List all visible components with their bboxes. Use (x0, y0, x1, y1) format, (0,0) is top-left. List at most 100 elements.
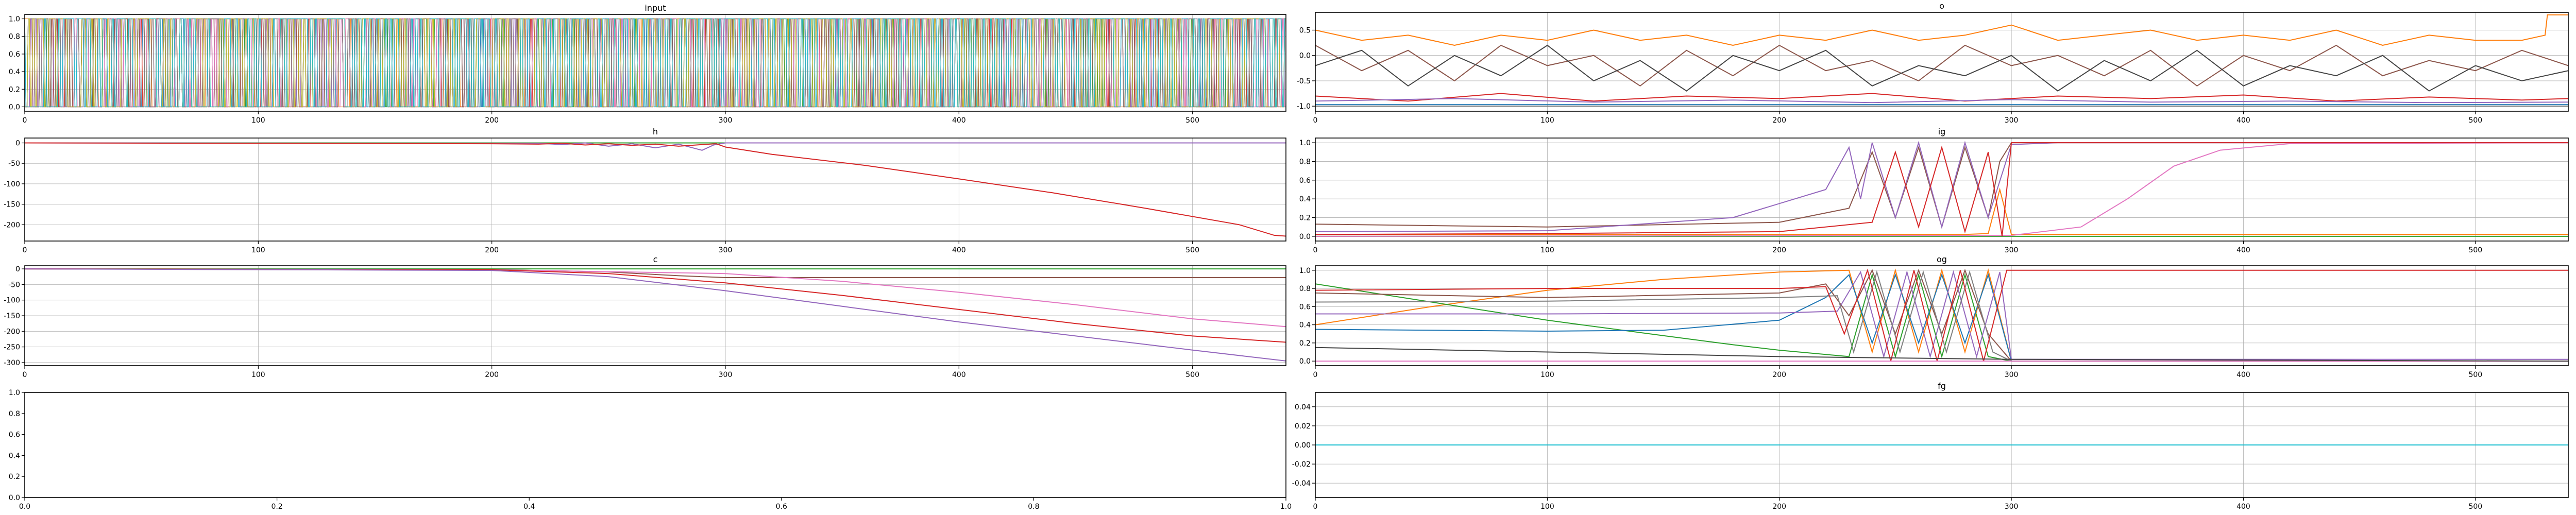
x-tick-label: 500 (2468, 116, 2482, 125)
x-tick-label: 200 (1772, 371, 1786, 379)
x-tick-label: 0 (1313, 371, 1318, 379)
x-tick-label: 200 (485, 246, 499, 254)
x-tick-label: 300 (2005, 371, 2019, 379)
x-tick-label: 100 (251, 116, 265, 125)
subplot-title: h (653, 127, 658, 136)
series-line (1315, 14, 2568, 46)
series-line (1315, 272, 2568, 362)
axes-frame (24, 138, 1286, 242)
x-tick-label: 500 (1185, 246, 1199, 254)
x-tick-label: 300 (2005, 503, 2019, 511)
x-tick-label: 0.0 (19, 503, 30, 511)
x-tick-label: 500 (2468, 246, 2482, 254)
plot-area-h (25, 142, 1286, 237)
x-tick-label: 400 (2236, 246, 2250, 254)
x-tick-label: 0 (23, 371, 27, 379)
x-tick-label: 500 (2468, 503, 2482, 511)
y-tick-label: 0.6 (9, 431, 20, 439)
x-tick-label: 100 (1540, 246, 1554, 254)
y-tick-label: -0.5 (1297, 77, 1311, 85)
subplot-title: og (1937, 254, 1947, 264)
subplot-o: 0 100 200 300 400 500 -1.0 -0.5 0.0 0.5 o (1297, 1, 2569, 125)
series-line (1315, 270, 2568, 360)
y-tick-label: 0.4 (1299, 195, 1311, 203)
x-tick-label: 200 (485, 116, 499, 125)
x-tick-label: 500 (2468, 371, 2482, 379)
y-tick-label: -100 (4, 180, 20, 188)
y-tick-label: 0 (15, 140, 20, 148)
series-line (25, 142, 1286, 151)
series-line (1315, 98, 2568, 104)
subplot-title: c (653, 254, 658, 264)
y-tick-label: 1.0 (9, 389, 20, 397)
x-tick-label: 400 (2236, 503, 2250, 511)
series-line (1315, 187, 2568, 235)
y-tick-label: 0.4 (9, 68, 20, 76)
series-line (25, 268, 1286, 343)
x-tick-label: 200 (1772, 503, 1786, 511)
subplot-title: fg (1938, 381, 1946, 391)
plot-area-ig (1315, 141, 2568, 237)
x-tick-label: 400 (2236, 371, 2250, 379)
x-tick-label: 0.4 (523, 503, 535, 511)
y-tick-label: 0.6 (9, 50, 20, 59)
y-tick-label: 0.0 (1299, 233, 1311, 241)
y-tick-label: 0.2 (1299, 339, 1311, 348)
x-tick-label: 100 (1540, 371, 1554, 379)
subplot-ig: 0 100 200 300 400 500 0.0 0.2 0.4 0.6 0.8 1.0 ig (1299, 127, 2569, 254)
y-tick-label: 0.8 (1299, 285, 1311, 293)
y-tick-label: 0.02 (1295, 422, 1311, 431)
subplot-c: 0 100 200 300 400 500 0 -50 -100 -150 -200 -250 -300… (4, 254, 1286, 379)
y-tick-label: -100 (4, 297, 20, 305)
y-tick-label: -0.04 (1292, 479, 1311, 488)
y-tick-label: -1.0 (1297, 102, 1311, 111)
subplot-empty: 0.0 0.2 0.4 0.6 0.8 1.0 0.0 0.2 0.4 0.6 0.8 1.0 (9, 389, 1292, 511)
x-tick-label: 500 (1185, 116, 1199, 125)
y-tick-label: -0.02 (1292, 460, 1311, 469)
y-tick-label: 1.0 (1299, 139, 1311, 147)
x-tick-label: 400 (952, 246, 966, 254)
series-line (1315, 44, 2568, 87)
y-tick-label: 0.6 (1299, 303, 1311, 311)
series-line (1315, 142, 2568, 237)
x-tick-label: 0 (1313, 503, 1318, 511)
y-tick-label: 0.2 (9, 85, 20, 94)
subplot-fg: 0 100 200 300 400 500 0.04 0.02 0.00 -0.02 -0.04 fg (1292, 381, 2569, 511)
y-tick-label: -250 (4, 344, 20, 352)
subplot-h: 0 100 200 300 400 500 0 -50 -100 -150 -200 h (4, 127, 1286, 254)
x-tick-label: 500 (1185, 371, 1199, 379)
series-line (1315, 347, 2568, 362)
x-tick-label: 0 (1313, 246, 1318, 254)
plot-area-input (25, 18, 1286, 108)
x-tick-label: 100 (251, 246, 265, 254)
y-tick-label: -200 (4, 328, 20, 336)
series-line (25, 268, 1286, 328)
y-tick-label: -200 (4, 221, 20, 229)
x-tick-label: 400 (952, 371, 966, 379)
y-tick-label: 1.0 (1299, 267, 1311, 275)
x-tick-label: 400 (952, 116, 966, 125)
axes-frame (24, 392, 1286, 498)
x-tick-label: 300 (2005, 246, 2019, 254)
series-line (25, 268, 1286, 362)
x-tick-label: 0.8 (1028, 503, 1039, 511)
y-tick-label: -50 (8, 281, 20, 289)
x-tick-label: 200 (1772, 246, 1786, 254)
axes-frame (1315, 265, 2569, 366)
y-tick-label: 0.0 (1299, 52, 1311, 60)
y-tick-label: 0.5 (1299, 26, 1311, 35)
axes-frame (24, 14, 1286, 112)
y-tick-label: 0.0 (9, 103, 20, 111)
y-tick-label: 0.2 (1299, 214, 1311, 222)
y-tick-label: 0.00 (1295, 441, 1311, 450)
subplot-title: input (645, 3, 666, 13)
y-tick-label: -150 (4, 312, 20, 320)
subplot-og: 0 100 200 300 400 500 0.0 0.2 0.4 0.6 0.8 1.0 og (1299, 254, 2569, 379)
subplot-input: 0 100 200 300 400 500 0.0 0.2 0.4 0.6 0.8 1.0 input (9, 3, 1286, 125)
y-tick-label: 0.8 (9, 33, 20, 41)
y-tick-label: 0.8 (9, 410, 20, 418)
y-tick-label: 0.04 (1295, 403, 1311, 411)
axes-frame (1315, 12, 2569, 112)
series-line (1315, 141, 2568, 232)
